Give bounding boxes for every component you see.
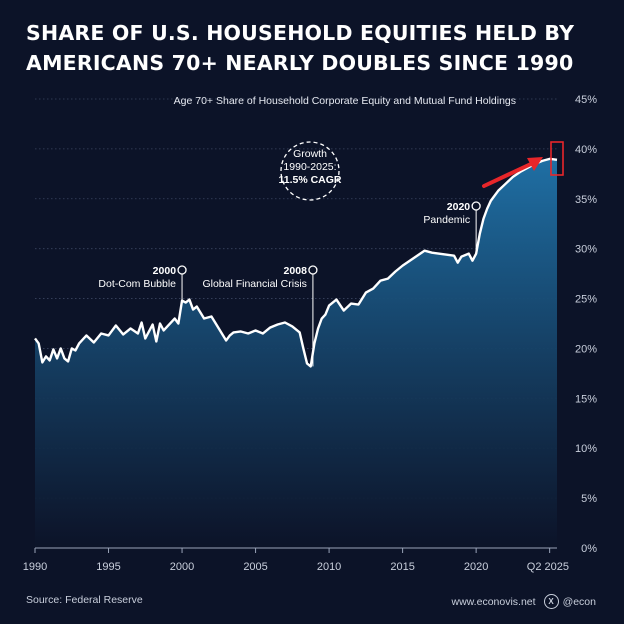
x-tick-label: 2005 xyxy=(243,561,267,573)
website-link[interactable]: www.econovis.net xyxy=(451,595,536,608)
y-tick-label: 40% xyxy=(575,144,597,156)
annotation-marker xyxy=(471,201,481,211)
y-tick-label: 15% xyxy=(575,393,597,405)
handle-text: @econ xyxy=(562,595,596,608)
x-tick-label: Q2 2025 xyxy=(527,561,569,573)
y-axis: 0% 5% 10% 15% 20% 25% 30% 35% 40% 45% xyxy=(575,94,597,555)
callout-line-2: 1990-2025: xyxy=(283,161,336,173)
cagr-callout: Growth 1990-2025: 11.5% CAGR xyxy=(278,141,342,201)
y-tick-label: 30% xyxy=(575,244,597,256)
x-logo-icon: X xyxy=(543,594,559,609)
y-tick-label: 10% xyxy=(575,443,597,455)
page-title: SHARE OF U.S. HOUSEHOLD EQUITIES HELD BY… xyxy=(26,18,606,78)
annotation-marker xyxy=(308,265,318,275)
source-note: Source: Federal Reserve xyxy=(26,594,143,606)
y-tick-label: 20% xyxy=(575,343,597,355)
latest-highlight xyxy=(482,141,564,188)
series-line xyxy=(34,157,558,368)
social-handle[interactable]: X @econ xyxy=(543,594,596,609)
chart-subtitle: Age 70+ Share of Household Corporate Equ… xyxy=(174,95,516,107)
annotation-year: 2008 xyxy=(284,265,308,277)
latest-value-box xyxy=(550,141,564,176)
callout-line-3: 11.5% CAGR xyxy=(278,174,341,186)
y-tick-label: 45% xyxy=(575,94,597,106)
annotation-label: Dot-Com Bubble xyxy=(98,278,176,290)
title-line-1: SHARE OF U.S. HOUSEHOLD EQUITIES HELD BY xyxy=(26,21,575,45)
x-tick-label: 1990 xyxy=(23,561,47,573)
annotation-year: 2000 xyxy=(153,265,177,277)
y-tick-label: 0% xyxy=(581,543,597,555)
y-tick-label: 5% xyxy=(581,493,597,505)
x-tick-label: 1995 xyxy=(96,561,120,573)
annotation-label: Pandemic xyxy=(423,214,470,226)
y-tick-label: 35% xyxy=(575,194,597,206)
annotation-label: Global Financial Crisis xyxy=(202,278,306,290)
title-line-2: AMERICANS 70+ NEARLY DOUBLES SINCE 1990 xyxy=(26,51,574,75)
callout-line-1: Growth xyxy=(293,148,327,160)
x-tick-label: 2000 xyxy=(170,561,194,573)
x-tick-label: 2010 xyxy=(317,561,341,573)
annotation-year: 2020 xyxy=(447,201,471,213)
annotation-marker xyxy=(177,265,187,275)
footer-links: www.econovis.net X @econ xyxy=(452,594,596,609)
y-tick-label: 25% xyxy=(575,294,597,306)
trend-arrow-shaft xyxy=(482,161,535,188)
x-tick-label: 2020 xyxy=(464,561,488,573)
x-axis: 1990 1995 2000 2005 2010 2015 2020 Q2 2025 xyxy=(23,547,569,573)
trend-arrow-head xyxy=(527,157,543,171)
series-area xyxy=(35,158,557,548)
x-tick-label: 2015 xyxy=(390,561,414,573)
